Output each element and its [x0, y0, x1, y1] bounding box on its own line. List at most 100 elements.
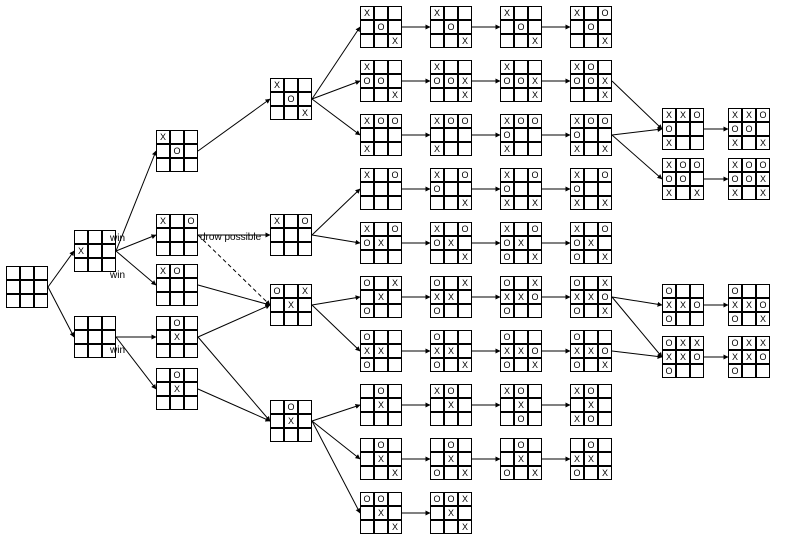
cell: X — [570, 412, 584, 426]
cell: X — [458, 276, 472, 290]
cell: O — [444, 438, 458, 452]
cell — [584, 128, 598, 142]
cell — [284, 242, 298, 256]
cell: O — [374, 20, 388, 34]
cell: X — [742, 336, 756, 350]
cell — [458, 6, 472, 20]
cell: X — [430, 114, 444, 128]
cell: O — [756, 158, 770, 172]
cell — [444, 88, 458, 102]
cell: X — [514, 290, 528, 304]
cell: O — [500, 236, 514, 250]
cell: O — [170, 316, 184, 330]
cell — [184, 278, 198, 292]
cell — [570, 20, 584, 34]
cell — [88, 330, 102, 344]
cell — [34, 294, 48, 308]
cell — [458, 438, 472, 452]
cell: X — [662, 158, 676, 172]
cell: X — [570, 452, 584, 466]
cell: O — [728, 312, 742, 326]
cell: O — [430, 466, 444, 480]
board-r3c5: XXOOX — [662, 108, 704, 150]
cell — [514, 358, 528, 372]
cell — [444, 412, 458, 426]
cell — [514, 128, 528, 142]
cell: X — [728, 158, 742, 172]
cell: X — [528, 358, 542, 372]
cell: O — [514, 20, 528, 34]
cell — [388, 290, 402, 304]
cell: O — [570, 128, 584, 142]
cell: X — [430, 6, 444, 20]
cell: O — [500, 250, 514, 264]
cell — [676, 186, 690, 200]
cell — [374, 276, 388, 290]
cell — [170, 278, 184, 292]
cell — [528, 398, 542, 412]
cell: X — [444, 290, 458, 304]
board-r5c1: XOOX — [360, 222, 402, 264]
cell — [514, 466, 528, 480]
board-r1c3: XOX — [500, 6, 542, 48]
cell: X — [388, 520, 402, 534]
cell — [458, 384, 472, 398]
cell: X — [570, 222, 584, 236]
cell — [360, 250, 374, 264]
cell: O — [374, 438, 388, 452]
cell — [598, 236, 612, 250]
cell — [388, 60, 402, 74]
cell: X — [458, 74, 472, 88]
board-r8c3: XOXO — [500, 384, 542, 426]
cell: X — [360, 344, 374, 358]
cell — [444, 182, 458, 196]
cell — [374, 412, 388, 426]
cell — [34, 280, 48, 294]
board-r6c5b: OXXXXOO — [662, 336, 704, 378]
cell: O — [284, 92, 298, 106]
cell: O — [170, 368, 184, 382]
cell: X — [500, 222, 514, 236]
cell — [360, 34, 374, 48]
cell — [430, 412, 444, 426]
board-n1c: XO — [156, 264, 198, 306]
cell: X — [374, 290, 388, 304]
cell — [388, 492, 402, 506]
cell: X — [500, 114, 514, 128]
cell — [444, 222, 458, 236]
cell — [298, 312, 312, 326]
cell: O — [430, 182, 444, 196]
cell: O — [598, 168, 612, 182]
cell — [584, 88, 598, 102]
cell: X — [270, 78, 284, 92]
cell: O — [584, 74, 598, 88]
cell — [444, 250, 458, 264]
cell — [270, 414, 284, 428]
cell — [374, 60, 388, 74]
cell — [430, 196, 444, 210]
cell — [284, 214, 298, 228]
board-r5c3: XOOXOX — [500, 222, 542, 264]
cell — [156, 316, 170, 330]
cell: X — [430, 222, 444, 236]
cell: X — [570, 344, 584, 358]
cell: X — [528, 74, 542, 88]
board-r2c3: XOOXX — [500, 60, 542, 102]
cell: O — [728, 172, 742, 186]
cell: X — [570, 6, 584, 20]
cell — [270, 312, 284, 326]
cell — [528, 6, 542, 20]
cell — [298, 78, 312, 92]
cell — [500, 452, 514, 466]
board-r6c1: OXXO — [360, 276, 402, 318]
cell: O — [598, 222, 612, 236]
cell — [388, 412, 402, 426]
cell — [156, 144, 170, 158]
board-r10c1: OOXX — [360, 492, 402, 534]
cell: X — [500, 6, 514, 20]
cell: X — [444, 452, 458, 466]
cell — [298, 428, 312, 442]
cell — [676, 364, 690, 378]
board-r8c1: OX — [360, 384, 402, 426]
cell: O — [662, 284, 676, 298]
